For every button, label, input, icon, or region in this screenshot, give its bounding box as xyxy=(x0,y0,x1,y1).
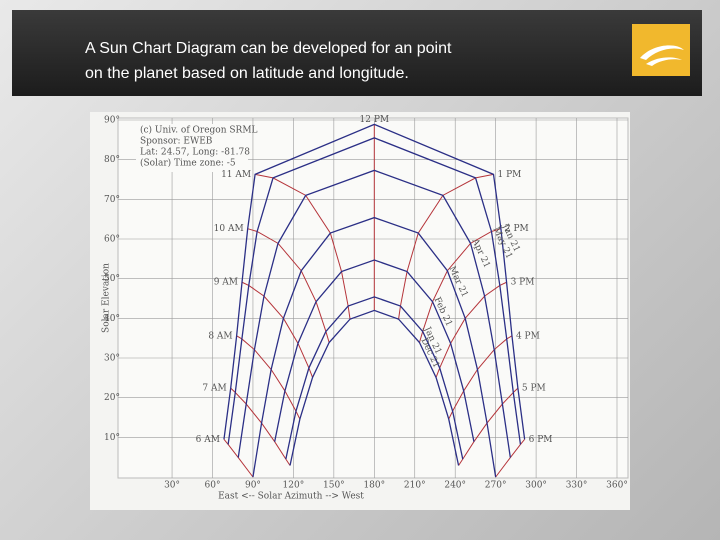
hour-label: 10 AM xyxy=(214,224,244,234)
hour-label: 5 PM xyxy=(522,384,546,394)
y-tick-label: 80° xyxy=(104,155,120,165)
hour-label: 9 AM xyxy=(214,278,238,288)
hour-label: 4 PM xyxy=(516,331,540,341)
x-tick-label: 270° xyxy=(485,481,507,491)
sun-path xyxy=(285,296,464,460)
x-tick-label: 330° xyxy=(566,481,588,491)
x-tick-label: 210° xyxy=(404,481,426,491)
x-tick-label: 120° xyxy=(283,481,305,491)
hour-line xyxy=(223,439,254,478)
x-tick-label: 180° xyxy=(363,481,385,491)
y-tick-label: 90° xyxy=(104,116,120,126)
y-tick-label: 20° xyxy=(104,393,120,403)
sun-path xyxy=(274,259,475,442)
hour-line xyxy=(495,439,526,478)
note-box xyxy=(136,124,248,172)
note: (Solar) Time zone: -5 xyxy=(140,158,236,169)
sun-path xyxy=(223,123,526,440)
x-tick-label: 90° xyxy=(245,481,261,491)
sun-path xyxy=(227,137,522,445)
sun-path xyxy=(237,169,511,458)
sun-path xyxy=(252,216,497,478)
header-band xyxy=(12,10,702,96)
x-tick-label: 150° xyxy=(323,481,345,491)
hour-label: 3 PM xyxy=(511,278,535,288)
note: (c) Univ. of Oregon SRML xyxy=(140,125,258,136)
y-tick-label: 30° xyxy=(104,354,120,364)
note: Lat: 24.57, Long: -81.78 xyxy=(140,148,250,158)
hour-label: 12 PM xyxy=(360,115,390,125)
x-tick-label: 30° xyxy=(164,481,180,491)
sun-path xyxy=(289,309,460,466)
y-tick-label: 50° xyxy=(104,274,120,284)
y-tick-label: 10° xyxy=(104,433,120,443)
hour-label: 2 PM xyxy=(505,224,529,234)
x-tick-label: 300° xyxy=(525,481,547,491)
x-axis-label: East <-- Solar Azimuth --> West xyxy=(218,492,364,502)
x-tick-label: 60° xyxy=(205,481,221,491)
hour-label: 6 AM xyxy=(196,435,220,445)
note: Sponsor: EWEB xyxy=(140,137,213,147)
hour-label: 6 PM xyxy=(529,435,553,445)
y-tick-label: 70° xyxy=(104,195,120,205)
hour-label: 7 AM xyxy=(202,384,226,394)
logo xyxy=(632,24,690,76)
hour-label: 8 AM xyxy=(208,331,232,341)
y-axis-label: Solar Elevation xyxy=(102,263,112,333)
y-tick-label: 40° xyxy=(104,314,120,324)
slide-title: on the planet based on latitude and long… xyxy=(85,65,409,82)
x-tick-label: 240° xyxy=(444,481,466,491)
x-tick-label: 360° xyxy=(606,481,628,491)
hour-label: 1 PM xyxy=(497,170,521,180)
y-tick-label: 60° xyxy=(104,235,120,245)
hour-label: 11 AM xyxy=(221,170,251,180)
slide-title: A Sun Chart Diagram can be developed for… xyxy=(85,40,452,57)
